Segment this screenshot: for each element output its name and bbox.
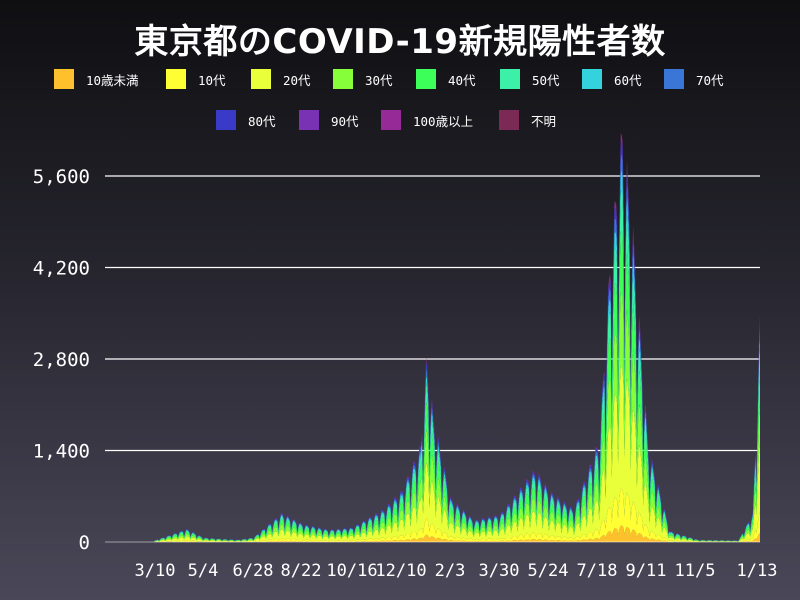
legend-swatch — [664, 69, 684, 89]
x-tick-label: 3/30 — [479, 561, 520, 581]
series-area — [154, 231, 761, 542]
x-tick-label: 5/24 — [528, 561, 569, 581]
legend-item: 10歳未満 — [54, 68, 139, 90]
legend-item: 不明 — [499, 109, 556, 131]
x-tick-label: 2/3 — [435, 561, 466, 581]
legend: 10歳未満 10代 20代 30代 40代 50代 60代 70代 80代 90代 100歳以上 不明 — [0, 66, 800, 136]
legend-item: 40代 — [416, 68, 476, 90]
x-tick-label: 3/10 — [135, 561, 176, 581]
legend-label: 20代 — [283, 72, 311, 88]
series-area — [154, 170, 761, 542]
legend-label: 80代 — [248, 113, 276, 129]
y-tick-label: 0 — [79, 532, 90, 554]
legend-label: 100歳以上 — [413, 113, 474, 129]
legend-item: 90代 — [299, 109, 359, 131]
x-tick-label: 8/22 — [281, 561, 322, 581]
y-tick-label: 2,800 — [33, 349, 90, 371]
legend-item: 80代 — [216, 109, 276, 131]
x-tick-label: 10/16 — [326, 561, 377, 581]
x-tick-label: 11/5 — [675, 561, 716, 581]
legend-swatch — [216, 110, 236, 130]
series-area — [154, 137, 761, 542]
legend-swatch — [499, 110, 519, 130]
legend-label: 60代 — [614, 72, 642, 88]
x-tick-label: 7/18 — [577, 561, 618, 581]
legend-label: 70代 — [696, 72, 724, 88]
legend-item: 20代 — [251, 68, 311, 90]
y-tick-label: 1,400 — [33, 441, 90, 463]
legend-label: 30代 — [365, 72, 393, 88]
legend-label: 50代 — [532, 72, 560, 88]
series-area — [154, 525, 761, 542]
legend-swatch — [166, 69, 186, 89]
legend-swatch — [582, 69, 602, 89]
legend-item: 30代 — [333, 68, 393, 90]
legend-label: 40代 — [448, 72, 476, 88]
series-area — [154, 190, 761, 542]
series-area — [154, 153, 761, 542]
x-tick-label: 6/28 — [233, 561, 274, 581]
legend-label: 10代 — [198, 72, 226, 88]
x-tick-label: 5/4 — [188, 561, 219, 581]
legend-swatch — [299, 110, 319, 130]
x-tick-label: 1/13 — [737, 561, 778, 581]
legend-swatch — [500, 69, 520, 89]
chart-title: 東京都のCOVID-19新規陽性者数 — [134, 22, 666, 62]
legend-swatch — [381, 110, 401, 130]
legend-label: 90代 — [331, 113, 359, 129]
legend-swatch — [54, 69, 74, 89]
series-area — [154, 366, 761, 542]
legend-swatch — [333, 69, 353, 89]
series-area — [154, 141, 761, 542]
legend-item: 10代 — [166, 68, 226, 90]
series-area — [154, 292, 761, 542]
legend-item: 60代 — [582, 68, 642, 90]
legend-item: 70代 — [664, 68, 724, 90]
series-area — [154, 488, 761, 542]
x-tick-label: 12/10 — [375, 561, 426, 581]
legend-label: 不明 — [531, 113, 557, 129]
y-tick-label: 4,200 — [33, 258, 90, 280]
legend-label: 10歳未満 — [86, 72, 139, 88]
legend-swatch — [251, 69, 271, 89]
legend-item: 50代 — [500, 68, 560, 90]
legend-item: 100歳以上 — [381, 109, 473, 131]
legend-swatch — [416, 69, 436, 89]
x-tick-label: 9/11 — [626, 561, 667, 581]
y-tick-label: 5,600 — [33, 166, 90, 188]
series-area — [154, 135, 761, 542]
series-area — [154, 133, 761, 542]
